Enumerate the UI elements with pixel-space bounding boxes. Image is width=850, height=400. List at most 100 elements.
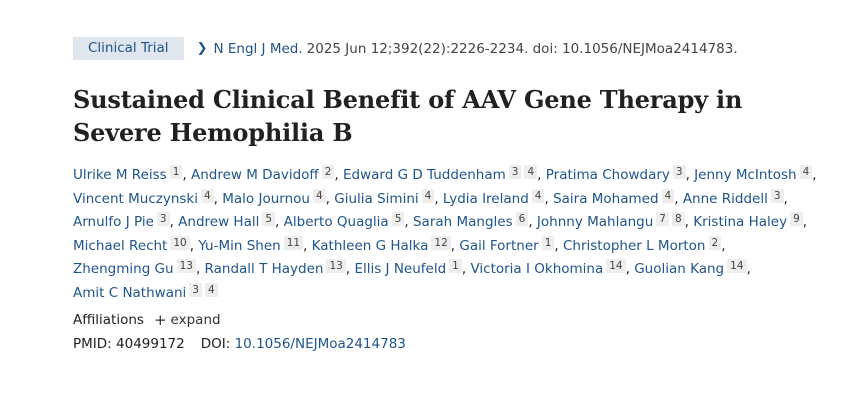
pmid-label: PMID: [73,336,112,352]
affiliation-number[interactable]: 3 [508,165,522,179]
affiliation-number[interactable]: 3 [770,188,784,203]
affiliation-number[interactable]: 4 [421,188,435,203]
author-link[interactable]: Pratima Chowdary [545,167,670,183]
affiliation-number[interactable]: 9 [790,212,803,226]
author-link[interactable]: Vincent Muczynski [73,190,198,207]
expand-affiliations-button[interactable]: expand [170,312,221,328]
author-link[interactable]: Giulia Simini [334,190,419,207]
affiliation-number[interactable]: 3 [156,212,170,226]
author-link[interactable]: Alberto Quaglia [283,214,389,230]
author-link[interactable]: Jenny McIntosh [694,167,797,183]
affiliation-number[interactable]: 2 [321,165,335,179]
affiliation-number[interactable]: 14 [727,259,747,273]
author-item: Ulrike M Reiss 1, [73,165,187,183]
author-link[interactable]: Malo Journou [222,190,310,207]
author-link[interactable]: Ulrike M Reiss [73,167,167,183]
author-link[interactable]: Johnny Mahlangu [536,214,654,230]
article-header: Clinical Trial ❯ N Engl J Med. 2025 Jun … [73,37,833,352]
affiliation-number[interactable]: 13 [176,259,196,273]
author-link[interactable]: Christopher L Morton [562,237,706,254]
author-item: Johnny Mahlangu 7 8, [536,212,689,230]
article-title: Sustained Clinical Benefit of AAV Gene T… [73,83,833,149]
author-item: Edward G D Tuddenham 3 4, [343,165,542,183]
affiliations-label: Affiliations [73,312,144,328]
author-link[interactable]: Saira Mohamed [553,190,659,207]
author-item: Saira Mohamed 4, [553,188,679,207]
author-item: Ellis J Neufeld 1, [354,259,467,277]
pmid-value: 40499172 [116,336,185,352]
author-item: Christopher L Morton 2, [562,235,726,254]
author-item: Kathleen G Halka 12, [311,235,456,254]
author-link[interactable]: Andrew M Davidoff [190,167,319,183]
author-link[interactable]: Andrew Hall [178,214,260,230]
author-item: Guolian Kang 14, [634,259,751,277]
article-title-line-1: Sustained Clinical Benefit of AAV Gene T… [73,85,743,114]
author-link[interactable]: Arnulfo J Pie [73,214,154,230]
affiliation-number[interactable]: 5 [391,212,405,226]
author-link[interactable]: Victoria I Okhomina [470,261,604,277]
author-item: Gail Fortner 1, [459,235,559,254]
author-item: Alberto Quaglia 5, [283,212,409,230]
author-link[interactable]: Edward G D Tuddenham [343,167,506,183]
author-item: Anne Riddell 3, [682,188,788,207]
affiliation-number[interactable]: 6 [515,212,529,226]
affiliation-number[interactable]: 8 [671,212,685,226]
author-item: Andrew Hall 5, [178,212,280,230]
affiliation-number[interactable]: 3 [189,282,202,297]
author-link[interactable]: Kathleen G Halka [311,237,429,254]
citation-details: 2025 Jun 12;392(22):2226-2234. doi: 10.1… [306,40,738,57]
author-link[interactable]: Amit C Nathwani [73,284,187,301]
author-link[interactable]: Ellis J Neufeld [354,261,447,277]
author-link[interactable]: Anne Riddell [682,190,768,207]
author-link[interactable]: Lydia Ireland [442,190,529,207]
authors-list: Ulrike M Reiss 1, Andrew M Davidoff 2, Edw… [73,164,833,305]
author-link[interactable]: Randall T Hayden [204,261,324,277]
affiliation-number[interactable]: 1 [169,165,183,179]
author-item: Andrew M Davidoff 2, [190,165,339,183]
author-link[interactable]: Michael Recht [73,237,168,254]
affiliation-number[interactable]: 13 [326,259,346,273]
affiliation-number[interactable]: 3 [672,165,686,179]
citation-line: Clinical Trial ❯ N Engl J Med. 2025 Jun … [73,37,833,60]
author-item: Vincent Muczynski 4, [73,188,218,207]
affiliation-number[interactable]: 1 [449,259,462,273]
affiliation-number[interactable]: 4 [524,165,538,179]
author-link[interactable]: Sarah Mangles [412,214,513,230]
plus-icon[interactable]: + [153,311,167,329]
affiliation-number[interactable]: 12 [431,235,451,250]
affiliation-number[interactable]: 5 [262,212,276,226]
author-link[interactable]: Gail Fortner [459,237,539,254]
author-link[interactable]: Zhengming Gu [73,261,174,277]
author-link[interactable]: Guolian Kang [634,261,725,277]
affiliation-number[interactable]: 4 [204,282,218,297]
author-item: Michael Recht 10, [73,235,195,254]
identifiers-row: PMID: 40499172 DOI: 10.1056/NEJMoa2414783 [73,336,833,352]
publication-type-badge[interactable]: Clinical Trial [73,37,184,60]
doi-link[interactable]: 10.1056/NEJMoa2414783 [234,336,406,352]
doi-label: DOI: [200,336,231,352]
author-item: Yu-Min Shen 11, [198,235,308,254]
affiliation-number[interactable]: 2 [708,235,722,250]
author-item: Sarah Mangles 6, [412,212,533,230]
affiliation-number[interactable]: 4 [661,188,675,203]
author-item: Zhengming Gu 13, [73,259,201,277]
author-item: Randall T Hayden 13, [204,259,351,277]
author-link[interactable]: Yu-Min Shen [198,237,281,254]
affiliation-number[interactable]: 1 [541,235,555,250]
affiliation-number[interactable]: 7 [656,212,669,226]
author-item: Victoria I Okhomina 14, [470,259,630,277]
affiliation-number[interactable]: 4 [312,188,326,203]
affiliation-number[interactable]: 10 [170,235,190,250]
affiliation-number[interactable]: 4 [531,188,545,203]
article-title-line-2: Severe Hemophilia B [73,118,353,147]
chevron-right-icon[interactable]: ❯ [196,41,208,56]
affiliation-number[interactable]: 11 [283,235,304,250]
journal-link[interactable]: N Engl J Med. [213,40,303,57]
author-item: Giulia Simini 4, [334,188,439,207]
affiliation-number[interactable]: 14 [606,259,626,273]
affiliation-number[interactable]: 4 [799,165,813,179]
affiliation-number[interactable]: 4 [200,188,214,203]
author-link[interactable]: Kristina Haley [693,214,788,230]
author-item: Kristina Haley 9, [693,212,808,230]
author-item: Arnulfo J Pie 3, [73,212,174,230]
